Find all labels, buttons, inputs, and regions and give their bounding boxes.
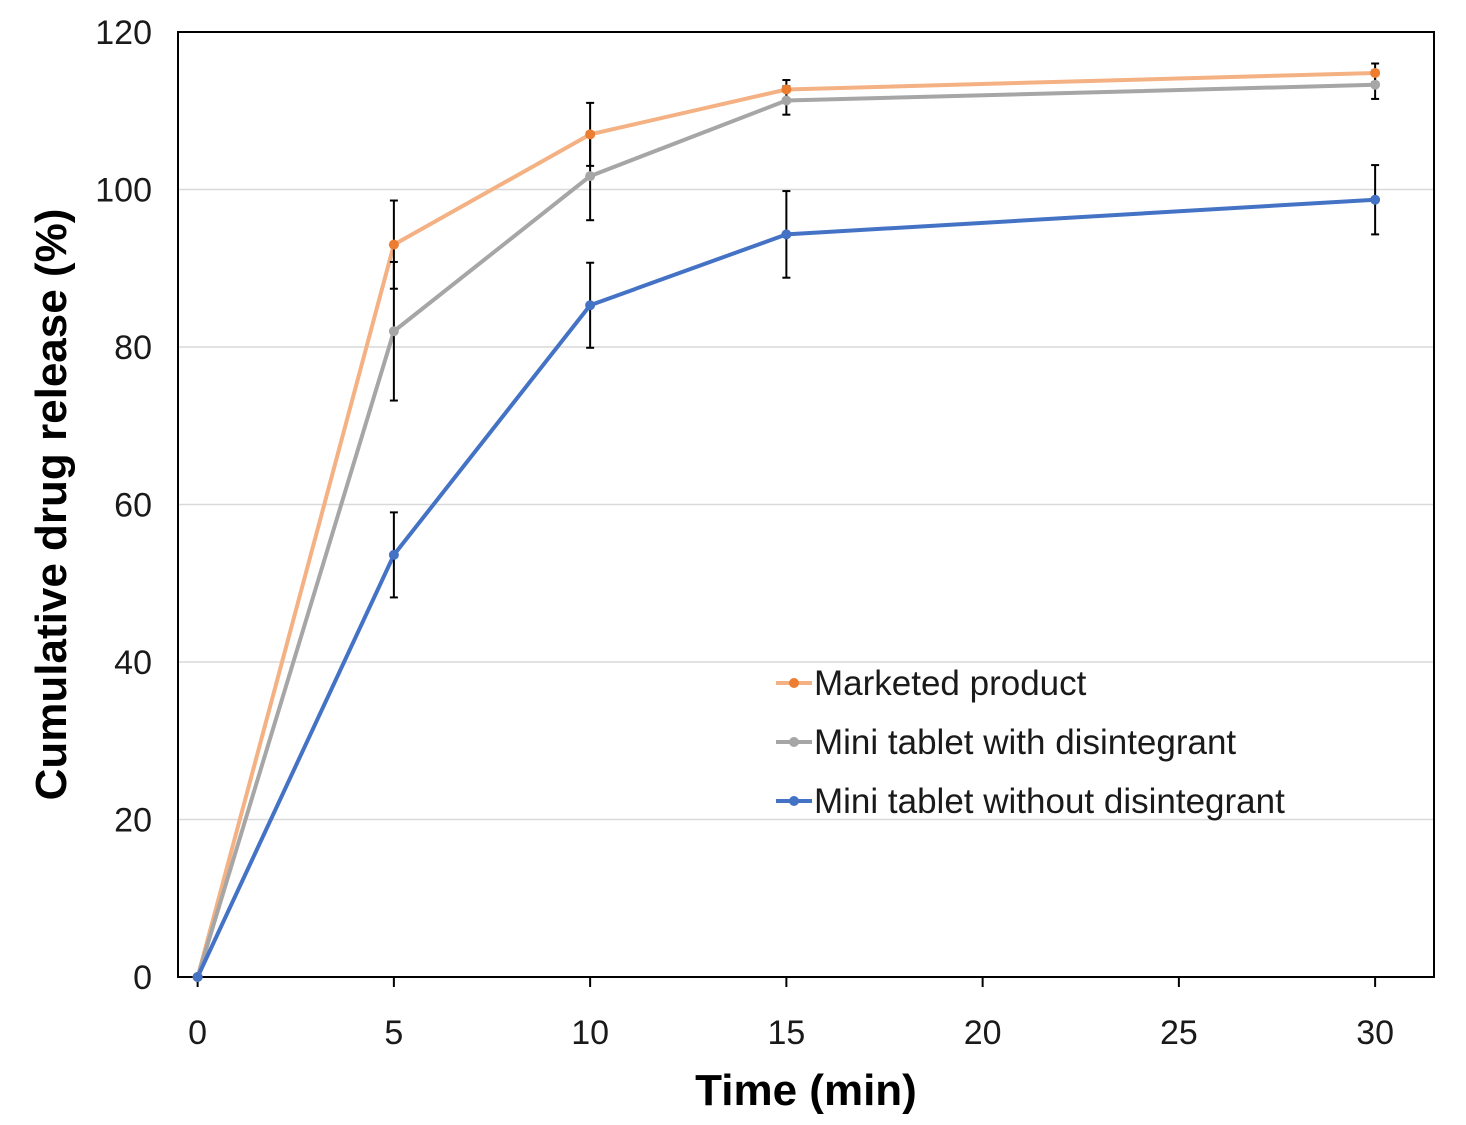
data-point: [781, 84, 792, 95]
data-point: [1370, 79, 1381, 90]
data-point: [781, 95, 792, 106]
legend-swatch-marker: [789, 737, 799, 747]
y-axis-ticks: 0 20 40 60 80 100 120: [95, 14, 152, 997]
x-tick-label: 30: [1356, 1014, 1394, 1052]
x-tick-label: 0: [188, 1014, 207, 1052]
y-tick-label: 60: [114, 487, 152, 525]
y-tick-label: 20: [114, 802, 152, 840]
gridlines: [178, 188, 1434, 821]
x-tick-label: 25: [1160, 1014, 1198, 1052]
data-point: [585, 300, 596, 311]
data-point: [781, 229, 792, 240]
x-tick-label: 5: [384, 1014, 403, 1052]
data-point: [192, 972, 203, 982]
data-point: [388, 549, 399, 560]
y-tick-label: 40: [114, 644, 152, 682]
legend: Marketed product Mini tablet with disinte…: [776, 664, 1285, 821]
data-point: [1370, 67, 1381, 78]
y-tick-label: 120: [95, 14, 152, 52]
x-axis-title: Time (min): [695, 1066, 917, 1115]
x-tick-label: 20: [964, 1014, 1002, 1052]
legend-swatch-marker: [789, 678, 799, 688]
data-point: [585, 129, 596, 140]
y-tick-label: 0: [133, 959, 152, 997]
x-axis-ticks: 0 5 10 15 20 25 30: [188, 977, 1394, 1052]
legend-label: Mini tablet with disintegrant: [814, 723, 1236, 762]
error-bars: [389, 62, 1380, 599]
legend-swatch-marker: [789, 796, 799, 806]
legend-label: Marketed product: [814, 664, 1087, 703]
data-point: [1370, 194, 1381, 205]
x-tick-label: 15: [767, 1014, 805, 1052]
data-point: [388, 326, 399, 337]
series-markers: [192, 67, 1381, 982]
legend-label: Mini tablet without disintegrant: [814, 782, 1285, 821]
y-axis-title: Cumulative drug release (%): [27, 209, 76, 801]
x-tick-label: 10: [571, 1014, 609, 1052]
y-tick-label: 80: [114, 329, 152, 367]
data-point: [585, 171, 596, 182]
plot-area-frame: [177, 31, 1435, 978]
y-tick-label: 100: [95, 172, 152, 210]
data-point: [388, 239, 399, 250]
